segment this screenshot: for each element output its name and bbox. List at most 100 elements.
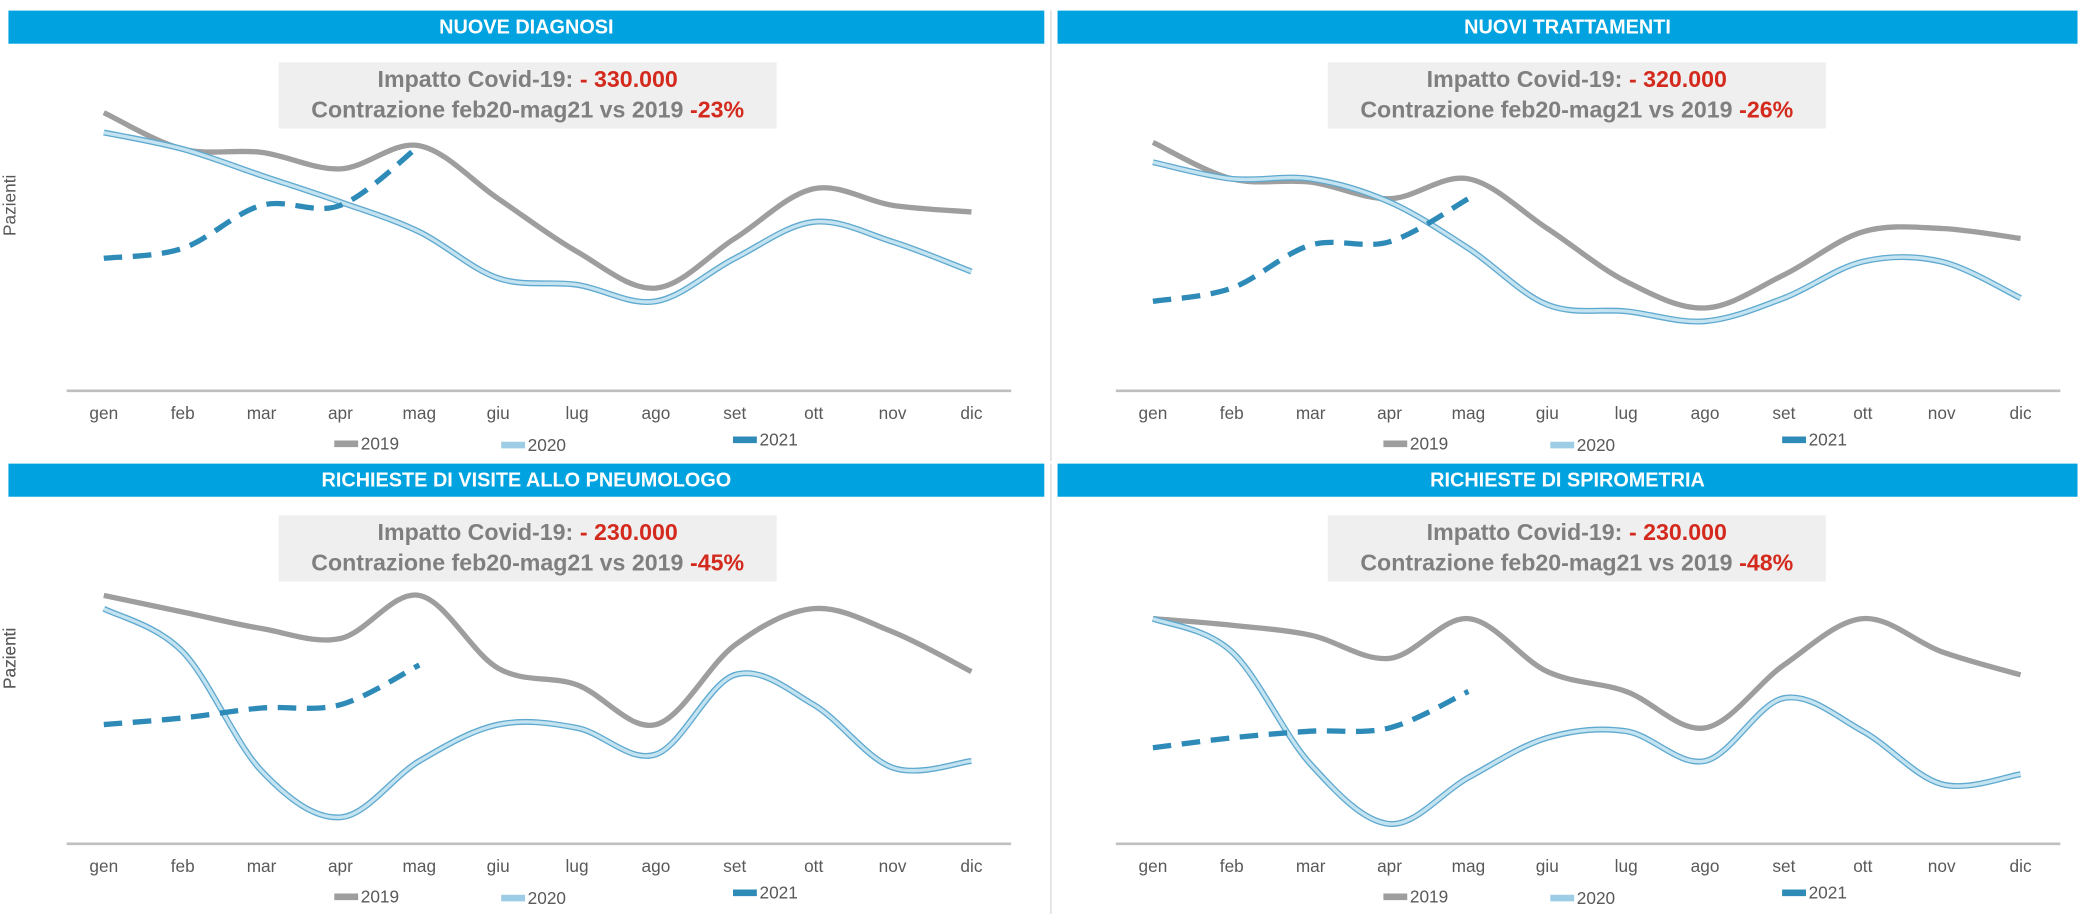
annotation-line: Impatto Covid-19: - 230.000 bbox=[1427, 519, 1727, 545]
line-outline bbox=[1152, 159, 2022, 325]
panel-header bbox=[8, 10, 1045, 44]
x-tick-label: set bbox=[1772, 856, 1795, 876]
legend-label: 2021 bbox=[1809, 430, 1847, 450]
annotation-box bbox=[1327, 62, 1826, 129]
x-tick-label: mar bbox=[247, 403, 277, 423]
legend-label: 2021 bbox=[760, 430, 798, 450]
annotation-label: Impatto Covid-19: bbox=[1427, 66, 1623, 92]
series-line bbox=[1152, 689, 1470, 751]
x-tick-label: giu bbox=[487, 856, 510, 876]
annotation-label: Contrazione feb20-mag21 vs 2019 bbox=[311, 549, 683, 575]
x-tick-label: lug bbox=[1615, 856, 1638, 876]
x-tick-label: dic bbox=[2010, 403, 2032, 423]
chart-panel: NUOVE DIAGNOSI Impatto Covid-19: - 330.000… bbox=[0, 10, 1045, 455]
x-tick-label: nov bbox=[1928, 856, 1956, 876]
x-tick-label: ago bbox=[642, 856, 671, 876]
chart-panel: RICHIESTE DI SPIROMETRIA Impatto Covid-19… bbox=[0, 463, 2078, 914]
panel-title: RICHIESTE DI VISITE ALLO PNEUMOLOGO bbox=[322, 470, 732, 492]
x-tick-label: ott bbox=[804, 856, 823, 876]
annotation-line: Contrazione feb20-mag21 vs 2019 -45% bbox=[311, 549, 744, 575]
annotation-label: Impatto Covid-19: bbox=[378, 519, 574, 545]
legend-label: 2021 bbox=[760, 883, 798, 903]
x-tick-label: giu bbox=[1536, 403, 1559, 423]
x-tick-label: nov bbox=[879, 403, 907, 423]
annotation-line: Impatto Covid-19: - 230.000 bbox=[378, 519, 678, 545]
legend-label: 2020 bbox=[528, 435, 566, 455]
x-tick-label: ago bbox=[1691, 403, 1720, 423]
legend-label: 2020 bbox=[1577, 888, 1615, 908]
panel-header bbox=[1057, 463, 2078, 497]
x-tick-label: ago bbox=[642, 403, 671, 423]
y-axis-label: Pazienti bbox=[0, 628, 20, 689]
x-tick-label: ott bbox=[1853, 403, 1872, 423]
x-tick-label: set bbox=[1772, 403, 1795, 423]
x-tick-label: giu bbox=[487, 403, 510, 423]
y-axis-label: Pazienti bbox=[0, 175, 20, 236]
annotation-box bbox=[1327, 515, 1826, 582]
x-tick-label: ago bbox=[1691, 856, 1720, 876]
legend-label: 2020 bbox=[528, 888, 566, 908]
panel-title: RICHIESTE DI SPIROMETRIA bbox=[1430, 470, 1705, 492]
series-line bbox=[1152, 196, 1470, 304]
x-tick-label: apr bbox=[328, 403, 353, 423]
x-tick-label: mag bbox=[403, 403, 437, 423]
chart-panel: RICHIESTE DI VISITE ALLO PNEUMOLOGO Impat… bbox=[0, 463, 1045, 908]
y-axis-label: Pazienti bbox=[0, 628, 20, 689]
x-tick-label: feb bbox=[1220, 403, 1244, 423]
annotation-line: Impatto Covid-19: - 330.000 bbox=[378, 66, 678, 92]
x-tick-label: mag bbox=[1452, 403, 1486, 423]
x-tick-label: dic bbox=[2010, 856, 2032, 876]
series-line bbox=[1152, 617, 2021, 826]
x-tick-label: gen bbox=[89, 856, 118, 876]
x-tick-label: dic bbox=[960, 856, 982, 876]
annotation-value: -48% bbox=[1739, 549, 1793, 575]
panel-header bbox=[1057, 10, 2078, 44]
panel-header bbox=[8, 463, 1045, 497]
x-tick-label: set bbox=[723, 856, 746, 876]
annotation-value: -23% bbox=[690, 96, 744, 122]
series-line bbox=[103, 662, 421, 728]
x-tick-label: gen bbox=[1139, 856, 1168, 876]
annotation-value: - 230.000 bbox=[580, 519, 678, 545]
annotation-value: - 320.000 bbox=[1629, 66, 1727, 92]
x-tick-label: gen bbox=[1139, 403, 1168, 423]
x-tick-label: feb bbox=[1220, 856, 1244, 876]
x-tick-label: lug bbox=[1615, 403, 1638, 423]
annotation-box bbox=[278, 515, 777, 582]
legend-label: 2019 bbox=[1410, 434, 1448, 454]
legend-label: 2019 bbox=[361, 887, 399, 907]
annotation-value: - 230.000 bbox=[1629, 519, 1727, 545]
annotation-line: Contrazione feb20-mag21 vs 2019 -23% bbox=[311, 96, 744, 122]
x-tick-label: ott bbox=[1853, 856, 1872, 876]
annotation-value: - 330.000 bbox=[580, 66, 678, 92]
series-line bbox=[103, 607, 972, 819]
series-line bbox=[103, 592, 973, 728]
annotation-value: -26% bbox=[1739, 96, 1793, 122]
annotation-box bbox=[278, 62, 777, 129]
annotation-label: Impatto Covid-19: bbox=[1427, 519, 1623, 545]
x-tick-label: set bbox=[723, 403, 746, 423]
x-tick-label: feb bbox=[171, 856, 195, 876]
x-tick-label: nov bbox=[1928, 403, 1956, 423]
series-line bbox=[102, 110, 972, 291]
panel-title: NUOVE DIAGNOSI bbox=[439, 17, 613, 39]
annotation-label: Contrazione feb20-mag21 vs 2019 bbox=[311, 96, 683, 122]
annotation-line: Contrazione feb20-mag21 vs 2019 -26% bbox=[1360, 96, 1793, 122]
x-tick-label: lug bbox=[566, 403, 589, 423]
x-tick-label: feb bbox=[171, 403, 195, 423]
series-line bbox=[103, 130, 973, 304]
x-tick-label: dic bbox=[960, 403, 982, 423]
annotation-value: -45% bbox=[690, 549, 744, 575]
x-tick-label: mar bbox=[247, 856, 277, 876]
series-line bbox=[1152, 160, 2022, 324]
x-tick-label: mar bbox=[1296, 856, 1326, 876]
x-tick-label: mag bbox=[403, 856, 437, 876]
series-line bbox=[1151, 139, 2021, 311]
panel-title: NUOVI TRATTAMENTI bbox=[1464, 17, 1671, 39]
annotation-label: Contrazione feb20-mag21 vs 2019 bbox=[1360, 549, 1732, 575]
annotation-line: Impatto Covid-19: - 320.000 bbox=[1427, 66, 1727, 92]
legend-label: 2021 bbox=[1809, 883, 1847, 903]
x-tick-label: giu bbox=[1536, 856, 1559, 876]
x-tick-label: nov bbox=[879, 856, 907, 876]
